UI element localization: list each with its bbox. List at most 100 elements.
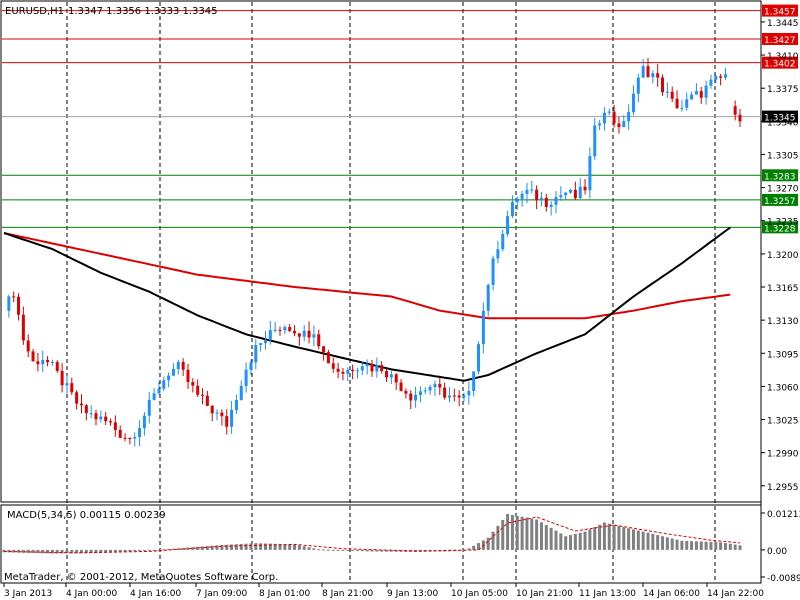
macd-histogram-bar [472, 545, 476, 550]
candle-body [520, 193, 524, 199]
price-tick-label: 1.3235 [767, 218, 799, 228]
macd-histogram-bar [549, 527, 553, 550]
price-tick-label: 1.3165 [767, 284, 799, 294]
macd-histogram-bar [607, 523, 611, 550]
candle-body [510, 202, 514, 217]
candle-body [215, 412, 219, 414]
candle-body [230, 409, 234, 427]
macd-histogram-bar [21, 549, 25, 553]
macd-histogram-bar [201, 546, 205, 550]
price-tick-label: 1.3095 [767, 350, 799, 360]
macd-tick-label: 0.01213 [767, 510, 800, 520]
price-tick-label: 1.2955 [767, 483, 799, 493]
macd-histogram-bar [520, 516, 524, 550]
candle-body [312, 334, 316, 338]
macd-histogram-bar [506, 514, 510, 550]
price-axis[interactable]: 1.3445 1.3410 1.3375 1.3340 1.3305 1.3270 1.32… [761, 19, 799, 493]
macd-histogram-bar [65, 549, 69, 554]
candle-body [690, 94, 694, 100]
candle-body [380, 365, 384, 372]
level-price-label: 1.3457 [764, 8, 796, 18]
symbol-timeframe-label: EURUSD,H1 [5, 6, 64, 17]
candle-body [467, 391, 471, 396]
candle-body [661, 77, 665, 93]
candle-body [244, 369, 248, 387]
macd-histogram-bar [220, 545, 224, 550]
macd-histogram-bar [147, 549, 151, 551]
macd-histogram-bar [244, 543, 248, 550]
time-axis[interactable]: 3 Jan 2013 4 Jan 00:00 4 Jan 16:00 7 Jan 09… [3, 583, 764, 599]
candle-body [733, 106, 737, 115]
main-chart-panel[interactable] [0, 0, 762, 503]
level-price-label: 1.3257 [764, 197, 796, 207]
macd-histogram-bar [341, 549, 345, 551]
macd-histogram-bar [55, 549, 59, 554]
macd-histogram-bar [738, 545, 742, 550]
candle-body [447, 395, 451, 398]
macd-histogram-bar [312, 548, 316, 550]
candle-body [317, 334, 321, 347]
candle-body [21, 314, 25, 341]
candle-body [104, 416, 108, 422]
macd-histogram-bar [593, 527, 597, 550]
macd-histogram-bar [728, 543, 732, 550]
candle-body [515, 198, 519, 203]
candle-body [641, 66, 645, 78]
macd-histogram-bar [602, 522, 606, 550]
macd-histogram-bar [94, 549, 98, 553]
candle-body [293, 330, 297, 334]
candle-body [365, 364, 369, 367]
horizontal-levels[interactable]: 1.3457 1.3427 1.3402 1.3283 1.3257 1.3228 [2, 4, 798, 235]
macd-histogram-bar [554, 530, 558, 550]
candle-body [680, 107, 684, 109]
macd-histogram-bar [694, 541, 698, 550]
copyright-text: MetaTrader, © 2001-2012, MetaQuotes Soft… [4, 572, 278, 583]
level-price-label: 1.3427 [764, 36, 796, 46]
macd-histogram-bar [288, 544, 292, 550]
candle-body [719, 76, 723, 78]
candle-body [481, 310, 485, 345]
level-price-label: 1.3402 [764, 60, 796, 70]
macd-histogram-bar [380, 549, 384, 552]
macd-histogram-bar [215, 545, 219, 550]
candle-body [452, 395, 456, 397]
candle-body [201, 394, 205, 396]
macd-histogram-bar [239, 543, 243, 550]
candle-body [670, 91, 674, 99]
macd-histogram-bar [259, 543, 263, 550]
macd-histogram-bar [491, 531, 495, 550]
macd-histogram-bar [539, 522, 543, 550]
macd-histogram-bar [573, 533, 577, 550]
macd-histogram-bar [307, 547, 311, 550]
candle-body [123, 437, 127, 439]
candle-body [12, 296, 16, 298]
macd-histogram-bar [355, 549, 359, 551]
macd-histogram-bar [680, 540, 684, 550]
macd-histogram-bar [89, 549, 93, 554]
candle-body [278, 329, 282, 331]
candle-body [234, 399, 238, 410]
candle-body [418, 391, 422, 395]
candle-body [7, 296, 11, 311]
macd-histogram-bar [293, 544, 297, 550]
macd-histogram-bar [31, 549, 35, 554]
candle-body [65, 383, 69, 386]
candle-body [414, 394, 418, 401]
candle-body [704, 85, 708, 98]
macd-histogram-bar [79, 549, 83, 554]
candle-body [205, 395, 209, 406]
candle-body [331, 363, 335, 369]
candle-body [268, 330, 272, 341]
macd-histogram-bar [365, 549, 369, 552]
candle-body [723, 74, 727, 78]
candle-body [36, 361, 40, 365]
candle-body [355, 370, 359, 372]
macd-histogram-bar [75, 549, 79, 554]
macd-histogram-bar [191, 547, 195, 550]
macd-histogram-bar [670, 538, 674, 550]
macd-histogram-bar [104, 549, 108, 553]
candle-body [394, 374, 398, 383]
candle-body [133, 437, 137, 439]
candle-body [336, 368, 340, 372]
